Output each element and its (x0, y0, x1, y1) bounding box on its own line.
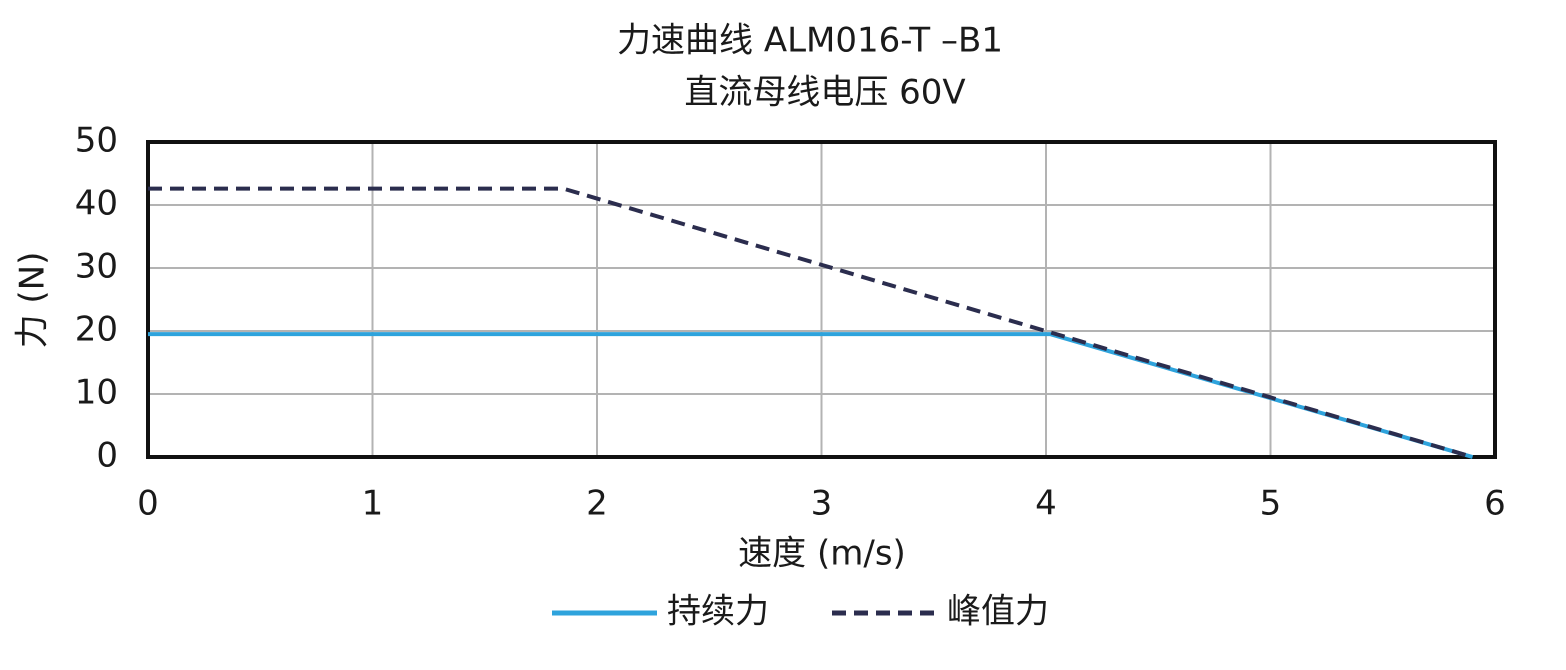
series-line (148, 186, 1474, 459)
plot-frame (146, 140, 1497, 459)
x-tick-label: 4 (1035, 484, 1057, 524)
legend-label: 持续力 (667, 592, 769, 632)
y-tick-label: 30 (75, 247, 118, 287)
x-axis-label: 速度 (m/s) (738, 534, 906, 574)
x-tick-label: 3 (811, 484, 833, 524)
y-tick-label: 50 (75, 121, 118, 161)
legend-label: 峰值力 (947, 592, 1049, 632)
y-tick-label: 10 (75, 373, 118, 413)
chart-title: 力速曲线 ALM016-T –B1 (617, 21, 1003, 61)
y-axis-label: 力 (N) (13, 252, 53, 349)
chart-subtitle: 直流母线电压 60V (684, 73, 965, 113)
series-line (148, 332, 1474, 459)
x-tick-label: 2 (586, 484, 608, 524)
x-tick-label: 5 (1260, 484, 1282, 524)
y-tick-label: 20 (75, 310, 118, 350)
x-tick-label: 1 (362, 484, 384, 524)
x-tick-label: 6 (1484, 484, 1506, 524)
x-tick-label: 0 (137, 484, 159, 524)
y-tick-label: 40 (75, 184, 118, 224)
y-tick-label: 0 (96, 436, 118, 476)
